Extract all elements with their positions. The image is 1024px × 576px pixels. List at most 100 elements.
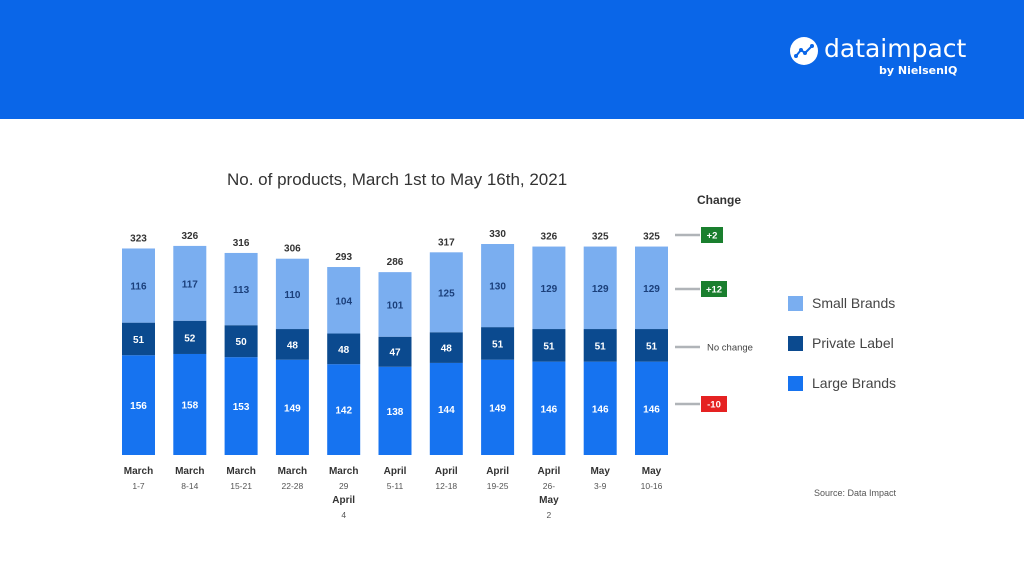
total-label-8: 326 <box>541 232 558 243</box>
data-label-small-brands-3: 110 <box>284 290 301 301</box>
data-label-small-brands-2: 113 <box>233 285 250 296</box>
x-tick-label-2-1: 15-21 <box>230 481 252 491</box>
total-label-6: 317 <box>438 237 455 248</box>
x-tick-label-8-1: 26- <box>543 481 555 491</box>
bar-private-label-6 <box>429 332 463 363</box>
bar-large-brands-8 <box>532 361 566 455</box>
bar-private-label-1 <box>173 320 207 354</box>
bar-private-label-3 <box>275 329 309 360</box>
total-label-4: 293 <box>335 252 352 263</box>
x-tick-label-3-1: 22-28 <box>282 481 304 491</box>
bar-small-brands-9 <box>583 246 617 330</box>
bar-small-brands-6 <box>429 252 463 333</box>
bar-small-brands-4 <box>327 267 361 334</box>
x-tick-label-9-1: 3-9 <box>594 481 607 491</box>
x-tick-label-8-3: 2 <box>547 510 552 520</box>
legend-label-small-brands: Small Brands <box>812 295 896 311</box>
data-label-private-label-7: 51 <box>492 339 504 350</box>
data-label-large-brands-4: 142 <box>335 406 352 417</box>
total-label-7: 330 <box>489 229 506 240</box>
bar-small-brands-10 <box>635 246 668 330</box>
data-label-large-brands-1: 158 <box>181 400 198 411</box>
data-label-private-label-0: 51 <box>133 335 145 346</box>
legend-label-private-label: Private Label <box>812 335 894 351</box>
data-label-private-label-9: 51 <box>595 341 607 352</box>
bar-large-brands-10 <box>635 361 668 455</box>
bar-small-brands-0 <box>122 248 155 323</box>
change-label-2: No change <box>707 343 753 354</box>
x-tick-label-7-1: 19-25 <box>487 481 509 491</box>
x-tick-label-5-1: 5-11 <box>387 481 404 491</box>
x-tick-label-8-0: April <box>538 466 561 477</box>
total-label-5: 286 <box>387 257 404 268</box>
change-title: Change <box>697 193 742 207</box>
x-tick-label-7-0: April <box>486 466 509 477</box>
data-label-private-label-6: 48 <box>441 344 453 355</box>
change-badge-label-0: +2 <box>707 231 718 242</box>
x-tick-label-5-0: April <box>384 466 407 477</box>
bar-large-brands-7 <box>481 359 515 455</box>
x-tick-label-0-0: March <box>124 466 153 477</box>
bar-private-label-7 <box>481 327 515 360</box>
bar-large-brands-1 <box>173 353 207 455</box>
bar-private-label-9 <box>583 329 617 362</box>
legend-item-large-brands: Large Brands <box>788 375 968 393</box>
total-label-2: 316 <box>233 238 250 249</box>
change-badge-3 <box>701 396 727 412</box>
x-tick-label-1-0: March <box>175 466 204 477</box>
data-label-large-brands-7: 149 <box>489 403 506 414</box>
logo-subtext: by NielsenIQ <box>879 64 958 77</box>
bar-small-brands-7 <box>481 244 515 328</box>
x-tick-label-6-1: 12-18 <box>435 481 457 491</box>
data-label-small-brands-10: 129 <box>643 284 660 295</box>
bar-large-brands-9 <box>583 361 617 455</box>
bar-private-label-4 <box>327 333 361 365</box>
legend-swatch-large-brands <box>788 376 803 391</box>
data-label-large-brands-10: 146 <box>643 404 660 415</box>
change-badge-1 <box>701 281 727 297</box>
bar-small-brands-3 <box>275 258 309 330</box>
x-tick-label-10-0: May <box>642 466 662 477</box>
legend-swatch-private-label <box>788 336 803 351</box>
bar-small-brands-8 <box>532 246 566 330</box>
change-badge-label-1: +12 <box>706 285 722 296</box>
data-label-small-brands-5: 101 <box>387 300 404 311</box>
bar-large-brands-4 <box>327 364 361 455</box>
data-label-large-brands-5: 138 <box>387 407 404 418</box>
x-tick-label-2-0: March <box>226 466 255 477</box>
total-label-3: 306 <box>284 244 301 255</box>
x-tick-label-4-0: March <box>329 466 358 477</box>
legend-label-large-brands: Large Brands <box>812 375 897 391</box>
bar-small-brands-2 <box>224 252 258 326</box>
x-tick-label-10-1: 10-16 <box>641 481 663 491</box>
data-label-small-brands-6: 125 <box>438 288 455 299</box>
bar-private-label-10 <box>635 329 668 362</box>
data-label-small-brands-1: 117 <box>182 279 199 290</box>
data-label-private-label-2: 50 <box>236 337 248 348</box>
header-banner: dataimpact by NielsenIQ <box>0 0 1024 119</box>
bar-large-brands-0 <box>122 355 155 455</box>
data-label-large-brands-3: 149 <box>284 403 301 414</box>
legend-item-small-brands: Small Brands <box>788 295 968 313</box>
x-tick-label-9-0: May <box>590 466 610 477</box>
total-label-1: 326 <box>181 231 198 242</box>
x-tick-label-4-1: 29 <box>339 481 349 491</box>
x-tick-label-4-2: April <box>332 495 355 506</box>
x-tick-label-3-0: March <box>278 466 307 477</box>
data-label-private-label-5: 47 <box>389 348 401 359</box>
bar-private-label-0 <box>122 322 155 356</box>
source-note: Source: Data Impact <box>814 488 897 498</box>
bar-large-brands-5 <box>378 366 412 455</box>
legend-swatch-small-brands <box>788 296 803 311</box>
bar-private-label-2 <box>224 325 258 358</box>
data-label-private-label-4: 48 <box>338 345 350 356</box>
x-tick-label-8-2: May <box>539 495 559 506</box>
total-label-0: 323 <box>130 233 147 244</box>
dataimpact-logo[interactable]: dataimpact by NielsenIQ <box>790 34 980 84</box>
data-label-large-brands-6: 144 <box>438 405 455 416</box>
data-label-private-label-10: 51 <box>646 341 658 352</box>
x-tick-label-4-3: 4 <box>341 510 346 520</box>
data-label-large-brands-0: 156 <box>130 401 147 412</box>
bar-large-brands-2 <box>224 357 258 455</box>
data-label-private-label-3: 48 <box>287 340 299 351</box>
